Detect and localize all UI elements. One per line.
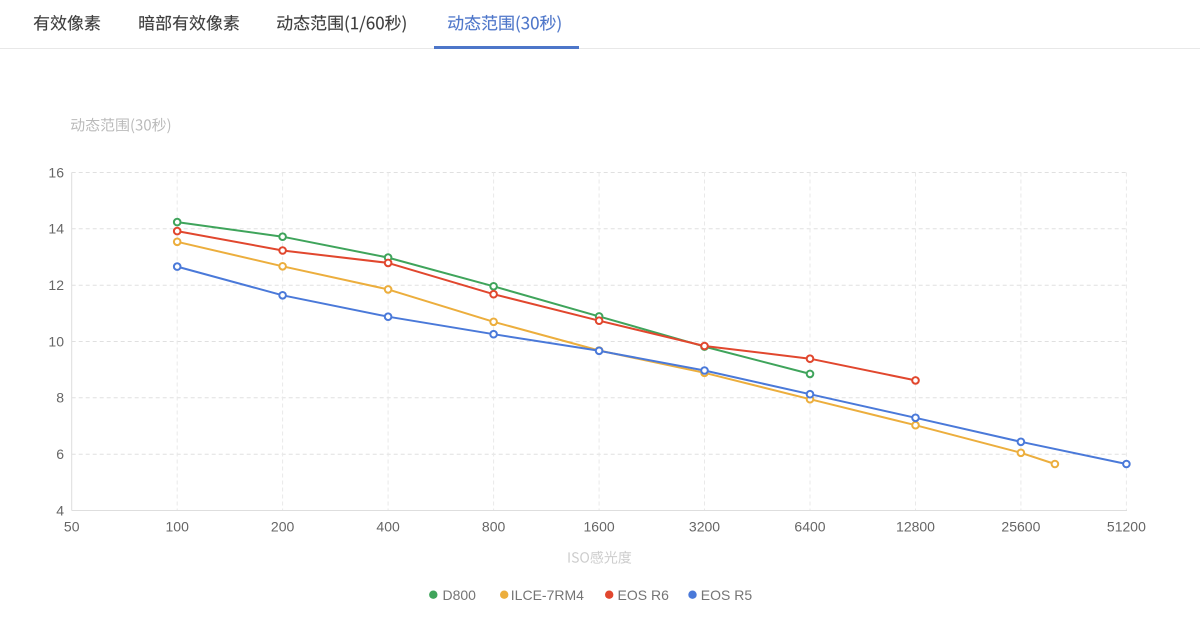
- svg-text:51200: 51200: [1107, 519, 1146, 535]
- svg-text:50: 50: [64, 519, 80, 535]
- svg-text:100: 100: [166, 519, 190, 535]
- svg-text:12800: 12800: [896, 519, 935, 535]
- svg-text:EOS R6: EOS R6: [618, 587, 670, 603]
- svg-text:4: 4: [56, 502, 64, 518]
- svg-text:6400: 6400: [794, 519, 825, 535]
- svg-text:12: 12: [48, 277, 64, 293]
- svg-text:1600: 1600: [584, 519, 615, 535]
- svg-text:6: 6: [56, 446, 64, 462]
- svg-text:8: 8: [56, 390, 64, 406]
- svg-text:25600: 25600: [1001, 519, 1040, 535]
- svg-text:3200: 3200: [689, 519, 720, 535]
- svg-text:14: 14: [48, 221, 64, 237]
- svg-text:ILCE-7RM4: ILCE-7RM4: [511, 587, 584, 603]
- svg-text:16: 16: [48, 164, 64, 180]
- svg-text:800: 800: [482, 519, 506, 535]
- svg-text:EOS R5: EOS R5: [701, 587, 753, 603]
- svg-text:200: 200: [271, 519, 295, 535]
- svg-text:400: 400: [376, 519, 400, 535]
- svg-text:10: 10: [48, 333, 64, 349]
- svg-text:D800: D800: [443, 587, 477, 603]
